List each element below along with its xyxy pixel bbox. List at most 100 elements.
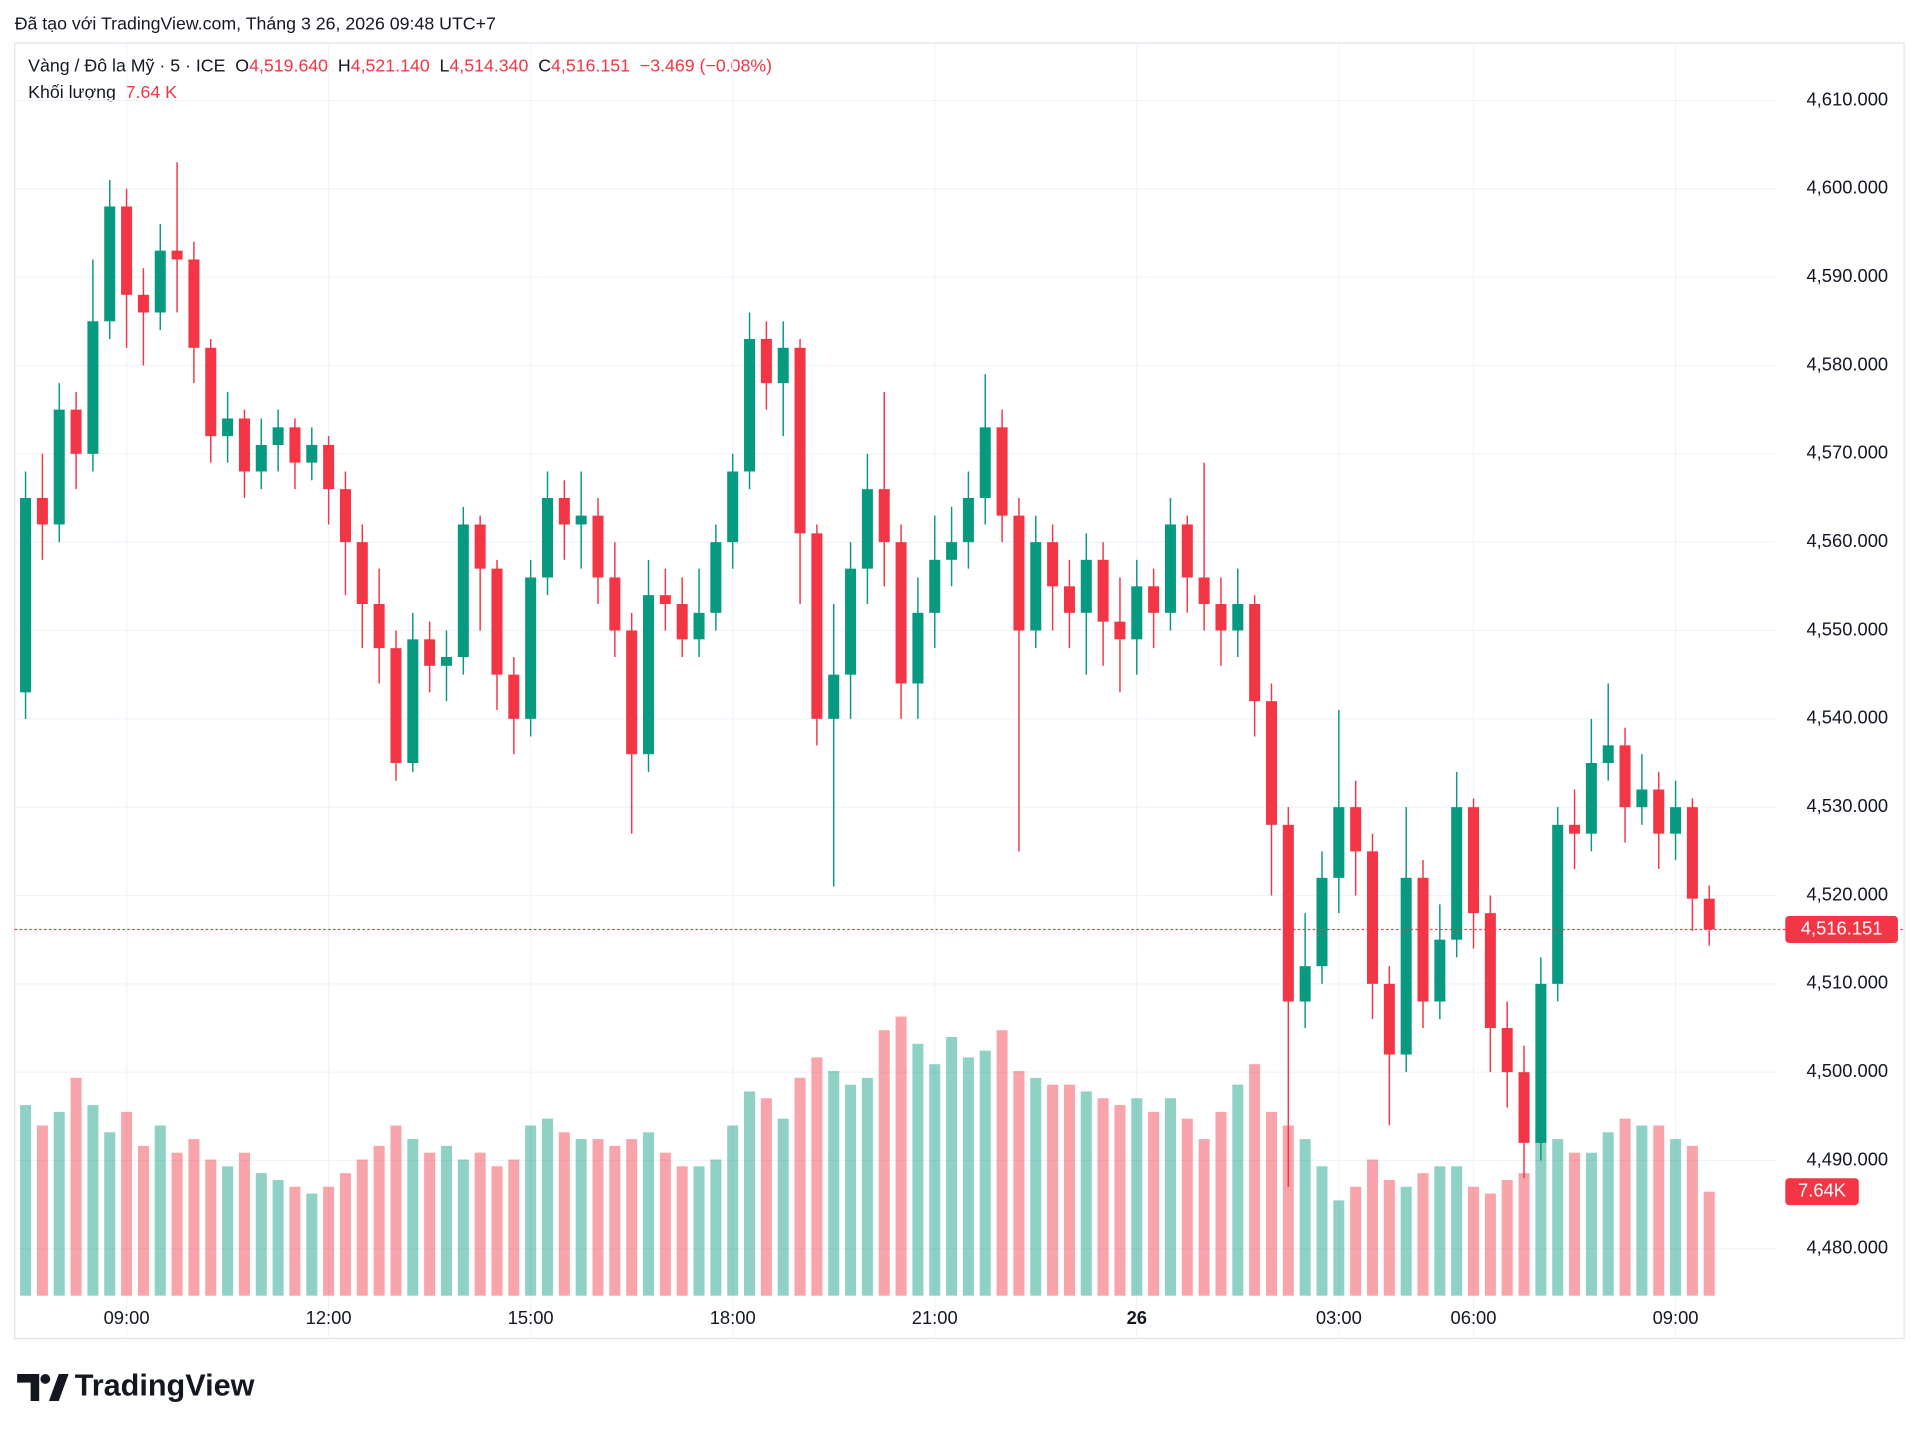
y-tick-label: 4,480.000 bbox=[1806, 1237, 1888, 1258]
candle-body bbox=[104, 206, 116, 322]
volume-bar bbox=[1299, 1139, 1311, 1296]
candle-body bbox=[1333, 807, 1345, 878]
volume-bar bbox=[1215, 1111, 1227, 1296]
volume-bar bbox=[895, 1016, 907, 1296]
x-tick-label: 18:00 bbox=[710, 1307, 756, 1328]
x-tick-label: 21:00 bbox=[912, 1307, 958, 1328]
candle-body bbox=[777, 347, 789, 384]
candle-body bbox=[238, 418, 250, 472]
candle-body bbox=[1552, 824, 1564, 984]
volume-bar bbox=[474, 1152, 486, 1296]
candle-body bbox=[1653, 789, 1665, 834]
volume-bar bbox=[1484, 1193, 1496, 1296]
volume-bar bbox=[457, 1159, 469, 1296]
volume-bar bbox=[693, 1166, 705, 1296]
volume-bar bbox=[306, 1193, 318, 1296]
candle-body bbox=[255, 444, 267, 472]
volume-bar bbox=[1569, 1152, 1581, 1296]
volume-bar bbox=[36, 1125, 48, 1296]
candle-body bbox=[828, 674, 840, 719]
volume-bar bbox=[1552, 1139, 1564, 1296]
ohlc-key: H bbox=[338, 55, 351, 75]
volume-bar bbox=[845, 1084, 857, 1296]
volume-bar bbox=[929, 1064, 941, 1296]
volume-bar bbox=[626, 1139, 638, 1296]
ohlc-value: 4,521.140 bbox=[351, 55, 430, 75]
candle-body bbox=[356, 542, 368, 604]
y-tick-label: 4,490.000 bbox=[1806, 1148, 1888, 1169]
volume-bar bbox=[1350, 1186, 1362, 1296]
y-tick-label: 4,550.000 bbox=[1806, 618, 1888, 639]
legend-line: Vàng / Đô la Mỹ · 5 · ICE O4,519.640 H4,… bbox=[28, 55, 772, 75]
candle-body bbox=[70, 409, 82, 454]
candle-body bbox=[1451, 807, 1463, 940]
volume-value: 7.64 K bbox=[126, 82, 177, 102]
volume-bars bbox=[20, 1016, 1715, 1296]
candle-body bbox=[1670, 807, 1682, 834]
volume-bar bbox=[1703, 1191, 1715, 1296]
y-tick-label: 4,590.000 bbox=[1806, 265, 1888, 286]
candle-body bbox=[1080, 559, 1092, 613]
ohlc-key: L bbox=[440, 55, 450, 75]
candle-body bbox=[1686, 807, 1698, 899]
candle-body bbox=[912, 612, 924, 684]
candle-body bbox=[1569, 824, 1581, 834]
volume-bar bbox=[1400, 1186, 1412, 1296]
volume-bar bbox=[1047, 1084, 1059, 1296]
volume-bar bbox=[659, 1152, 671, 1296]
y-tick-label: 4,600.000 bbox=[1806, 177, 1888, 198]
ohlc-value: 4,519.640 bbox=[249, 55, 328, 75]
candle-body bbox=[1215, 603, 1227, 631]
candle-body bbox=[744, 338, 756, 472]
candle-body bbox=[1585, 762, 1597, 834]
volume-bar bbox=[1602, 1132, 1614, 1296]
candle-body bbox=[845, 568, 857, 675]
logo-icon bbox=[48, 1374, 69, 1401]
candle-body bbox=[541, 497, 554, 578]
candle-body bbox=[1063, 586, 1075, 613]
candle-body bbox=[1148, 586, 1160, 613]
plot-frame bbox=[14, 42, 1905, 1340]
volume-bar bbox=[1282, 1125, 1294, 1296]
volume-bar bbox=[912, 1043, 924, 1296]
volume-bar bbox=[794, 1077, 806, 1296]
x-tick-label: 03:00 bbox=[1316, 1307, 1362, 1328]
volume-bar bbox=[1063, 1084, 1075, 1296]
candle-body bbox=[659, 595, 671, 604]
candle-body bbox=[53, 409, 65, 525]
candle-body bbox=[1366, 851, 1379, 984]
volume-bar bbox=[558, 1132, 570, 1296]
volume-bar bbox=[1468, 1186, 1480, 1296]
candle-body bbox=[794, 347, 806, 534]
volume-bar bbox=[272, 1179, 284, 1296]
candle-body bbox=[1181, 524, 1193, 578]
candle-body bbox=[946, 542, 958, 560]
volume-bar bbox=[87, 1105, 99, 1296]
volume-bar bbox=[188, 1139, 200, 1296]
candle-body bbox=[1484, 913, 1496, 1029]
candle-body bbox=[895, 542, 907, 684]
y-tick-label: 4,510.000 bbox=[1806, 972, 1888, 993]
candle-body bbox=[339, 489, 351, 543]
x-tick-label: 09:00 bbox=[1653, 1307, 1699, 1328]
candle-body bbox=[1602, 745, 1614, 763]
candle-body bbox=[205, 347, 217, 437]
candle-body bbox=[1198, 577, 1210, 604]
volume-bar bbox=[1585, 1152, 1597, 1296]
candle-body bbox=[424, 639, 436, 666]
ohlc-value: 4,516.151 bbox=[551, 55, 630, 75]
volume-bar bbox=[1249, 1064, 1261, 1296]
candle-body bbox=[609, 577, 621, 631]
volume-bar bbox=[962, 1057, 974, 1296]
volume-bar bbox=[121, 1111, 133, 1296]
candle-body bbox=[87, 321, 99, 454]
candle-body bbox=[693, 612, 705, 640]
volume-bar bbox=[1316, 1166, 1328, 1296]
y-tick-label: 4,540.000 bbox=[1806, 707, 1888, 728]
volume-bar bbox=[104, 1132, 116, 1296]
candle-body bbox=[1468, 807, 1480, 914]
candle-body bbox=[1265, 701, 1277, 825]
candle-body bbox=[390, 648, 402, 763]
volume-bar bbox=[946, 1036, 958, 1296]
candle-body bbox=[457, 524, 469, 657]
